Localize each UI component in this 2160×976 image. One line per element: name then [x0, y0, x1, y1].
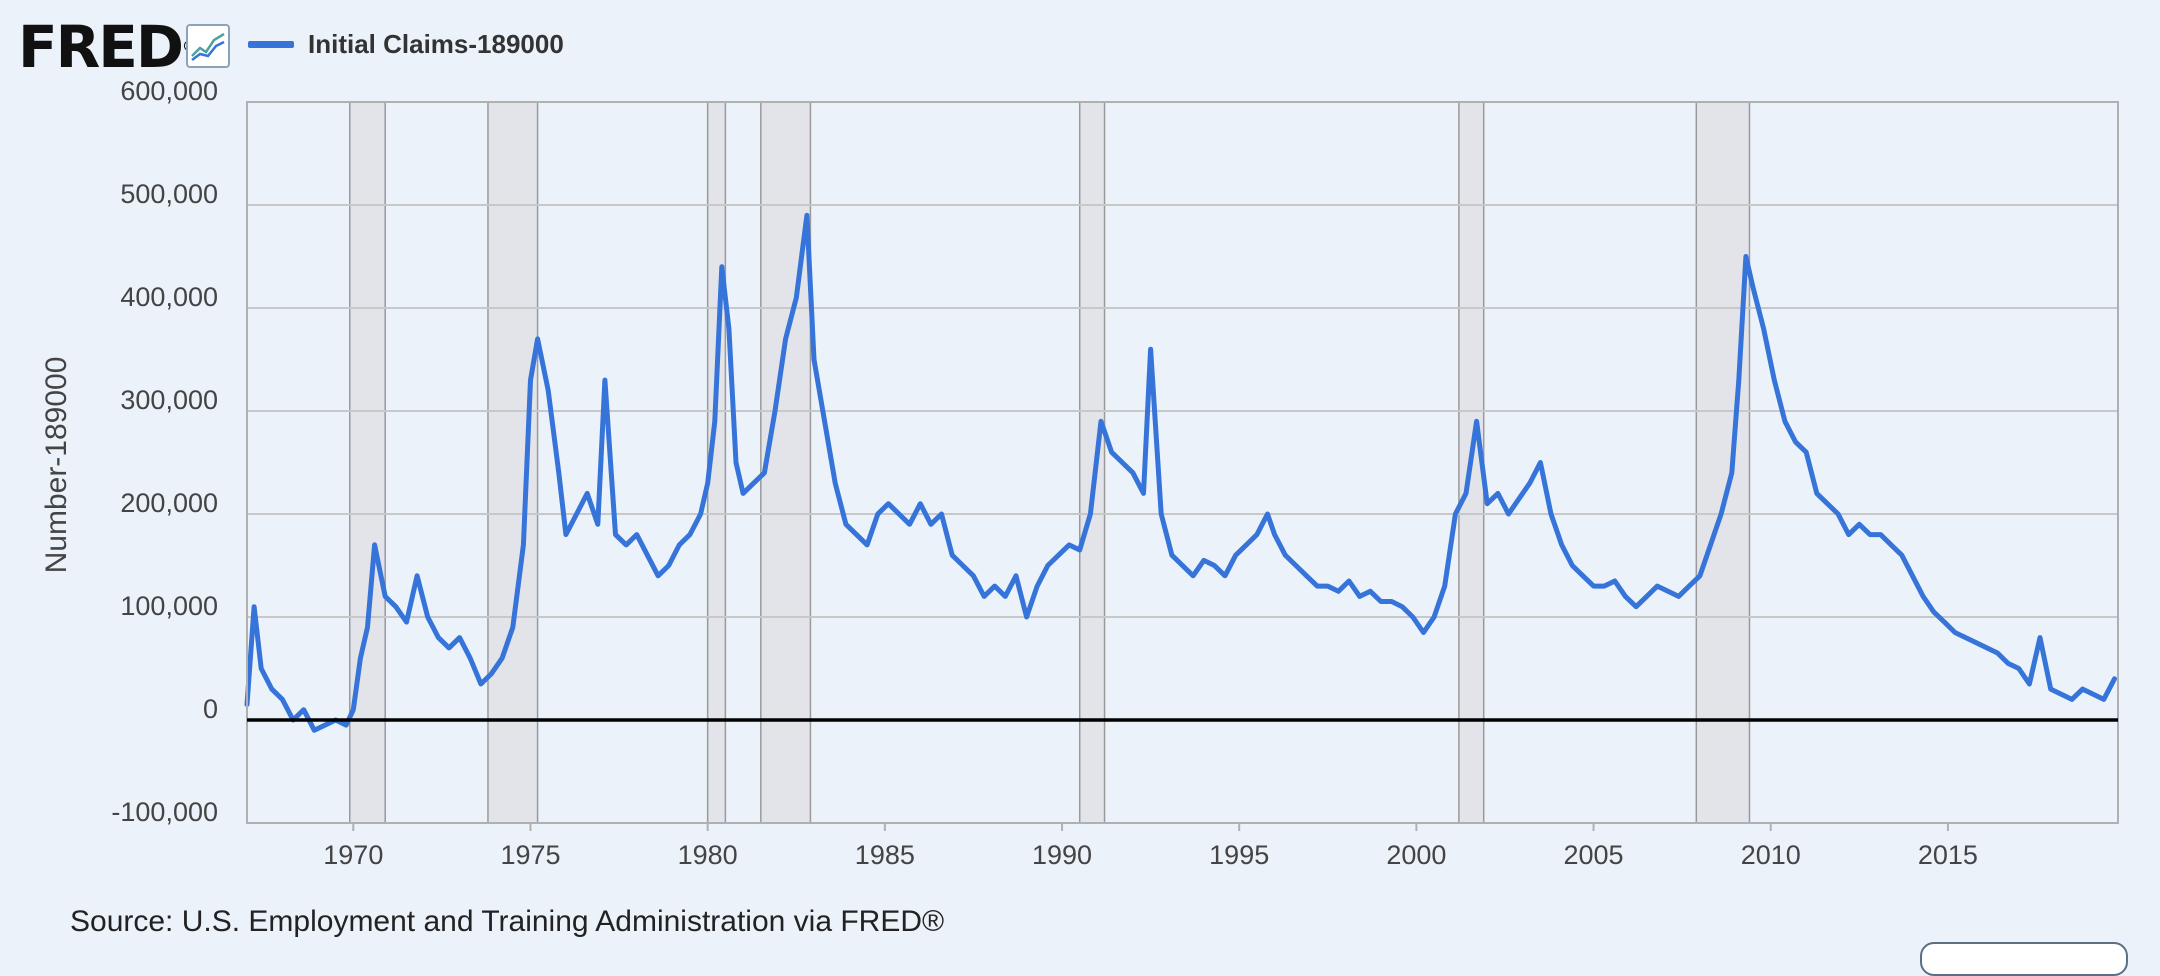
x-tick-label: 1975: [500, 840, 560, 870]
recession-band-3: [760, 102, 811, 823]
legend-label: Initial Claims-189000: [308, 28, 564, 59]
y-tick-label: 0: [203, 694, 218, 724]
line-graph-icon[interactable]: [186, 24, 230, 68]
x-axis-ticks: 1970 1975 1980 1985 1990 1995 2000 2005 2010 2015: [323, 823, 1978, 870]
x-tick-label: 2000: [1386, 840, 1446, 870]
x-tick-label: 1990: [1032, 840, 1092, 870]
recession-band-1: [487, 102, 538, 823]
series-group: [244, 212, 2117, 733]
x-tick-label: 2005: [1564, 840, 1624, 870]
y-tick-label: 600,000: [120, 76, 218, 106]
y-tick-label: 400,000: [120, 282, 218, 312]
x-tick-label: 1985: [855, 840, 915, 870]
y-tick-label: 100,000: [120, 591, 218, 621]
y-tick-label: -100,000: [111, 797, 218, 827]
x-tick-label: 1980: [678, 840, 738, 870]
x-tick-label: 1970: [323, 840, 383, 870]
chart-header: FRED® Initial Claims-189000: [0, 0, 2160, 90]
recession-band-6: [1696, 102, 1750, 823]
x-tick-label: 1995: [1209, 840, 1269, 870]
y-axis-label: Number-189000: [40, 357, 73, 574]
y-axis-ticks: 600,000 500,000 400,000 300,000 200,000 100,0…: [111, 76, 218, 827]
plot-frame: [246, 101, 2119, 824]
recession-band-0: [349, 102, 386, 823]
line-chart: 600,000 500,000 400,000 300,000 200,000 100,0…: [40, 76, 2119, 870]
x-tick-label: 2010: [1741, 840, 1801, 870]
source-note: Source: U.S. Employment and Training Adm…: [70, 905, 945, 938]
x-tick-label: 2015: [1918, 840, 1978, 870]
fred-logo[interactable]: FRED®: [18, 18, 196, 76]
recession-band-4: [1079, 102, 1105, 823]
series-line-0: [244, 212, 2117, 733]
edit-graph-button[interactable]: [1920, 942, 2128, 976]
y-tick-label: 300,000: [120, 385, 218, 415]
legend: Initial Claims-189000: [248, 26, 564, 62]
legend-swatch: [248, 40, 294, 48]
y-tick-label: 500,000: [120, 179, 218, 209]
y-tick-label: 200,000: [120, 488, 218, 518]
fred-logo-text: FRED: [18, 13, 184, 81]
